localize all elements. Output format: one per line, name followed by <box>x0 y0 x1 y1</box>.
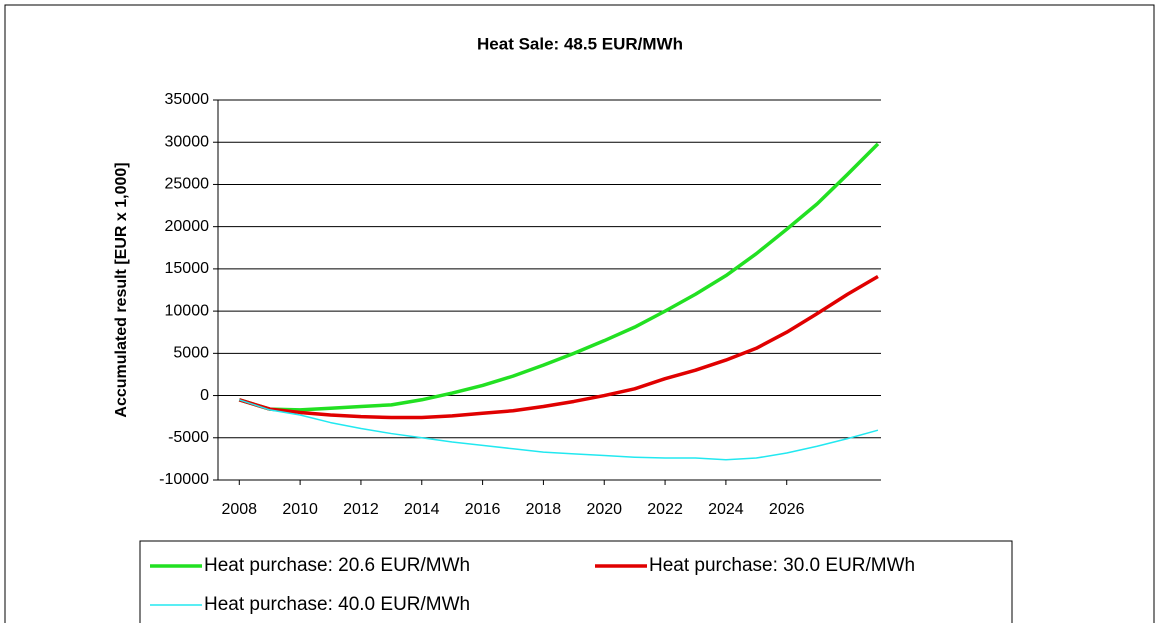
y-tick-label: 0 <box>200 387 209 404</box>
chart-title: Heat Sale: 48.5 EUR/MWh <box>477 34 683 53</box>
y-axis-label: Accumulated result [EUR x 1,000] <box>113 162 130 417</box>
x-tick-label: 2012 <box>343 501 379 518</box>
line-series <box>239 399 879 461</box>
legend-label: Heat purchase: 20.6 EUR/MWh <box>204 555 470 576</box>
x-tick-label: 2014 <box>404 501 440 518</box>
chart-frame <box>4 4 1155 623</box>
legend-box <box>139 540 1013 623</box>
x-tick-label: 2026 <box>769 501 805 518</box>
y-tick-label: -10000 <box>159 471 209 488</box>
x-tick-label: 2022 <box>647 501 683 518</box>
y-tick-label: 35000 <box>165 91 210 108</box>
y-tick-label: 20000 <box>165 218 210 235</box>
x-tick-label: 2016 <box>465 501 501 518</box>
y-tick-label: 25000 <box>165 176 210 193</box>
y-tick-label: 5000 <box>173 345 209 362</box>
x-tick-label: 2024 <box>708 501 744 518</box>
y-tick-label: 30000 <box>165 133 210 150</box>
legend-label: Heat purchase: 40.0 EUR/MWh <box>204 594 470 615</box>
line-series <box>238 274 879 420</box>
x-tick-label: 2020 <box>586 501 622 518</box>
x-tick-label: 2018 <box>526 501 562 518</box>
y-tick-label: 15000 <box>165 260 210 277</box>
x-tick-label: 2008 <box>221 501 257 518</box>
x-tick-label: 2010 <box>282 501 318 518</box>
y-tick-label: 10000 <box>165 302 210 319</box>
y-tick-label: -5000 <box>168 429 209 446</box>
legend-label: Heat purchase: 30.0 EUR/MWh <box>649 555 915 576</box>
line-series <box>238 142 880 412</box>
